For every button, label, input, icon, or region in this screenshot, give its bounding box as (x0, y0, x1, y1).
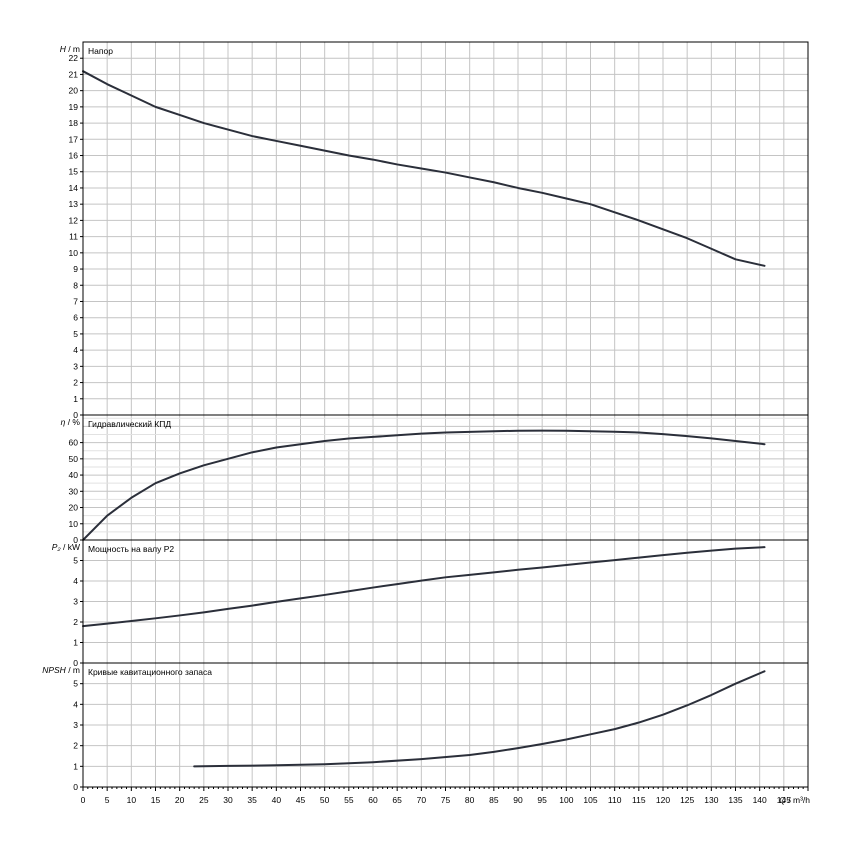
y-tick-label: 1 (73, 394, 78, 404)
y-tick-label: 15 (69, 167, 79, 177)
curve-efficiency (82, 429, 766, 541)
curve-power (82, 546, 766, 628)
x-tick-label: 130 (704, 795, 718, 805)
y-tick-label: 14 (69, 183, 79, 193)
x-tick-label: 90 (513, 795, 523, 805)
x-tick-label: 15 (151, 795, 161, 805)
curve-npsh (193, 670, 766, 768)
x-tick-label: 85 (489, 795, 499, 805)
y-tick-label: 40 (69, 470, 79, 480)
y-tick-label: 3 (73, 720, 78, 730)
x-tick-label: 70 (417, 795, 427, 805)
x-tick-label: 115 (632, 795, 646, 805)
y-tick-label: 30 (69, 486, 79, 496)
x-tick-label: 40 (272, 795, 282, 805)
y-tick-label: 21 (69, 69, 79, 79)
y-tick-label: 60 (69, 438, 79, 448)
x-tick-label: 140 (753, 795, 767, 805)
y-axis-label-power: P₂ / kW (52, 542, 80, 552)
x-tick-label: 120 (656, 795, 670, 805)
x-tick-label: 60 (368, 795, 378, 805)
y-tick-label: 5 (73, 679, 78, 689)
x-tick-label: 100 (559, 795, 573, 805)
curve-head (82, 70, 766, 267)
x-tick-label: 95 (537, 795, 547, 805)
x-tick-label: 50 (320, 795, 330, 805)
y-axis-label-npsh: NPSH / m (42, 665, 80, 675)
y-tick-label: 4 (73, 345, 78, 355)
x-tick-label: 145 (777, 795, 791, 805)
y-tick-label: 1 (73, 761, 78, 771)
x-tick-label: 135 (728, 795, 742, 805)
x-tick-label: 105 (583, 795, 597, 805)
y-tick-label: 5 (73, 556, 78, 566)
x-tick-label: 5 (105, 795, 110, 805)
y-tick-label: 4 (73, 699, 78, 709)
y-tick-label: 0 (73, 535, 78, 545)
y-tick-label: 2 (73, 741, 78, 751)
y-tick-label: 3 (73, 597, 78, 607)
frames (80, 41, 809, 791)
y-tick-label: 2 (73, 617, 78, 627)
y-tick-label: 6 (73, 313, 78, 323)
x-axis-label: Q / m³/h (779, 795, 810, 805)
y-tick-label: 0 (73, 782, 78, 792)
y-tick-label: 22 (69, 53, 79, 63)
x-tick-label: 25 (199, 795, 209, 805)
panel-title-npsh: Кривые кавитационного запаса (88, 667, 212, 677)
y-axis-label-efficiency: η / % (61, 417, 81, 427)
x-tick-label: 20 (175, 795, 185, 805)
y-tick-label: 50 (69, 454, 79, 464)
y-tick-label: 16 (69, 151, 79, 161)
y-tick-label: 20 (69, 86, 79, 96)
y-tick-label: 20 (69, 503, 79, 513)
x-tick-label: 80 (465, 795, 475, 805)
x-tick-label: 75 (441, 795, 451, 805)
panel-title-head: Напор (88, 46, 113, 56)
x-tick-label: 35 (247, 795, 257, 805)
y-tick-label: 4 (73, 576, 78, 586)
x-tick-label: 110 (608, 795, 622, 805)
y-tick-label: 19 (69, 102, 79, 112)
panel-title-efficiency: Гидравлический КПД (88, 419, 171, 429)
y-tick-label: 10 (69, 248, 79, 258)
y-tick-label: 17 (69, 134, 79, 144)
y-tick-label: 3 (73, 361, 78, 371)
y-tick-label: 7 (73, 296, 78, 306)
y-tick-label: 12 (69, 215, 79, 225)
y-tick-label: 11 (69, 232, 78, 242)
x-tick-label: 30 (223, 795, 233, 805)
y-tick-label: 10 (69, 519, 79, 529)
x-tick-label: 0 (81, 795, 86, 805)
x-tick-label: 65 (392, 795, 402, 805)
curves (82, 70, 766, 768)
y-tick-label: 9 (73, 264, 78, 274)
y-tick-label: 0 (73, 658, 78, 668)
x-tick-label: 125 (680, 795, 694, 805)
y-tick-label: 18 (69, 118, 79, 128)
y-tick-label: 2 (73, 378, 78, 388)
x-tick-label: 10 (127, 795, 137, 805)
panel-title-power: Мощность на валу P2 (88, 544, 174, 554)
x-tick-label: 55 (344, 795, 354, 805)
x-tick-label: 45 (296, 795, 306, 805)
y-tick-label: 1 (73, 638, 78, 648)
y-tick-label: 0 (73, 410, 78, 420)
y-tick-label: 13 (69, 199, 79, 209)
y-tick-label: 5 (73, 329, 78, 339)
y-axis-label-head: H / m (60, 44, 80, 54)
y-tick-label: 8 (73, 280, 78, 290)
